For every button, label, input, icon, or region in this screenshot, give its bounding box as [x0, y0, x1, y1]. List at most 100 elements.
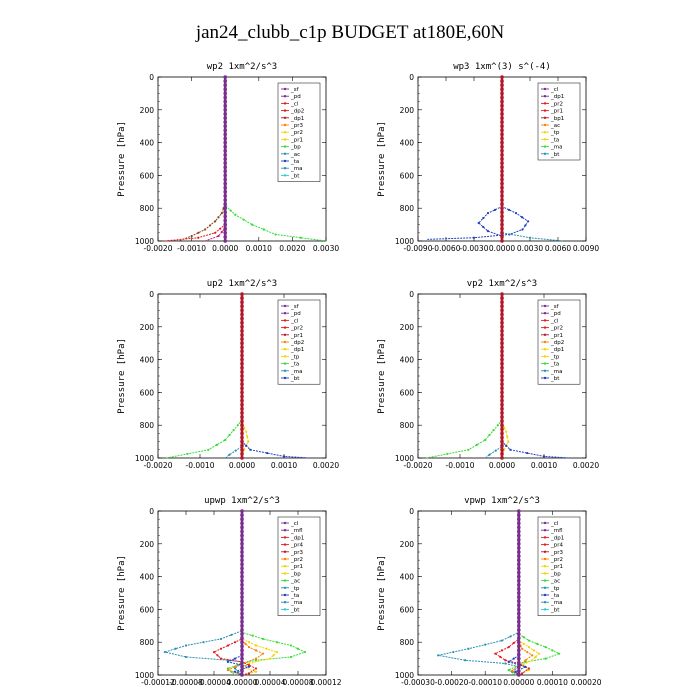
legend-marker [283, 348, 287, 351]
zero-profile-marker [500, 198, 504, 202]
y-tick-label: 600 [140, 171, 155, 180]
x-tick-label: -0.00010 [468, 678, 502, 687]
series-marker-dp1 [266, 451, 269, 455]
zero-profile-marker [500, 382, 504, 386]
series-marker-pr2 [207, 448, 210, 451]
zero-profile-marker [223, 190, 227, 194]
series-marker-dp1 [505, 444, 508, 447]
series-marker-pr1 [531, 654, 534, 657]
x-tick-label: 0.00000 [503, 678, 534, 687]
zero-profile-marker [223, 79, 227, 83]
series-marker-tp [493, 208, 497, 211]
zero-profile-marker [240, 619, 244, 624]
legend-entry: _cl [290, 521, 299, 527]
y-tick-label: 1000 [135, 671, 154, 680]
zero-profile-marker [500, 222, 504, 227]
legend-marker [283, 593, 287, 597]
zero-profile-marker [223, 157, 227, 161]
legend-marker [283, 601, 287, 604]
legend-marker [283, 543, 287, 546]
series-line-bp [226, 511, 251, 676]
zero-profile-marker [223, 116, 227, 120]
legend-entry: _pr1 [550, 109, 563, 115]
legend-marker [543, 348, 547, 351]
zero-profile-marker [223, 210, 227, 215]
zero-profile-marker [500, 202, 504, 206]
legend-entry: _pr1 [550, 564, 563, 570]
zero-profile-marker [223, 112, 227, 116]
x-tick-label: 0.0000 [229, 461, 255, 470]
legend-entry: _pr2 [290, 130, 303, 136]
zero-profile-marker [240, 554, 244, 558]
zero-profile-marker [240, 411, 244, 415]
legend-marker [283, 159, 287, 163]
zero-profile-marker [223, 91, 227, 96]
legend-marker [283, 529, 287, 532]
series-marker-ta [527, 220, 530, 223]
legend-entry: _pr2 [550, 557, 563, 563]
x-tick-label: -0.0030 [460, 244, 489, 253]
series-marker-pr2 [272, 654, 275, 657]
zero-profile-marker [240, 370, 244, 374]
series-marker-ta [504, 662, 507, 665]
legend-marker [283, 319, 287, 322]
zero-profile-marker [223, 239, 227, 243]
zero-profile-marker [223, 206, 227, 210]
legend-entry: _pr3 [290, 550, 304, 556]
series-marker-dp1 [216, 654, 219, 657]
chart-title: vp2 1xm^2/s^3 [467, 279, 537, 289]
series-marker-dp1 [282, 455, 286, 458]
series-marker-ac [261, 637, 265, 641]
zero-profile-marker [240, 415, 244, 419]
series-marker-ac [242, 218, 245, 221]
series-marker-ac [226, 667, 230, 670]
zero-profile-marker [517, 513, 521, 517]
series-marker-ac [262, 228, 265, 231]
legend-entry: _bt [550, 607, 560, 613]
series-marker-dp2 [220, 212, 223, 215]
y-tick-label: 600 [140, 388, 155, 397]
zero-profile-marker [517, 591, 521, 595]
legend-marker [283, 304, 287, 308]
legend-entry: _pr3 [290, 123, 304, 129]
series-marker-ac [544, 657, 547, 660]
y-tick-label: 600 [400, 605, 415, 614]
legend-marker [543, 586, 547, 589]
series-marker-pr1 [503, 426, 506, 429]
zero-profile-marker [500, 185, 504, 190]
zero-profile-marker [240, 636, 244, 640]
series-line-pr1 [204, 77, 226, 242]
legend-entry: _ma [550, 600, 562, 606]
series-marker-pr2 [232, 429, 235, 432]
series-marker-bp [512, 657, 515, 660]
zero-profile-marker [223, 185, 227, 190]
series-line-ma [484, 294, 503, 459]
figure-title: jan24_clubb_c1p BUDGET at180E,60N [195, 22, 505, 43]
series-marker-pr2 [268, 657, 272, 660]
y-tick-label: 200 [140, 323, 155, 332]
legend-box [277, 82, 321, 182]
x-tick-label: -0.0090 [404, 244, 433, 253]
x-tick-label: 0.0000 [489, 461, 515, 470]
series-marker-ac [303, 650, 307, 654]
zero-profile-marker [240, 353, 244, 358]
x-tick-label: 0.0030 [313, 244, 339, 253]
zero-profile-marker [500, 239, 504, 243]
series-marker-ta [521, 228, 524, 231]
series-marker-ma [228, 453, 231, 456]
y-tick-label: 400 [140, 356, 155, 365]
zero-profile-marker [223, 132, 227, 137]
legend-entry: _sf [550, 304, 560, 310]
series-marker-dp1 [245, 444, 248, 447]
legend-entry: _bt [550, 376, 560, 382]
zero-profile-marker [500, 448, 504, 452]
legend-entry: _ma [550, 145, 562, 151]
series-marker-bp [247, 665, 251, 668]
zero-profile-marker [500, 431, 504, 436]
y-tick-label: 800 [400, 638, 415, 647]
zero-profile-marker [500, 411, 504, 415]
legend-marker [283, 536, 287, 539]
series-line-pr2 [426, 294, 503, 459]
zero-profile-marker [223, 120, 227, 124]
legend-entry: _ta [550, 362, 559, 368]
